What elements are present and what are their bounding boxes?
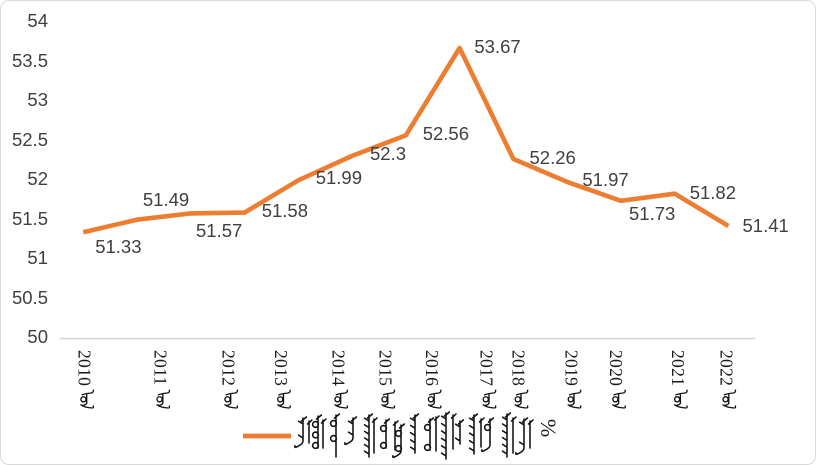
svg-text:%: %: [536, 419, 561, 437]
